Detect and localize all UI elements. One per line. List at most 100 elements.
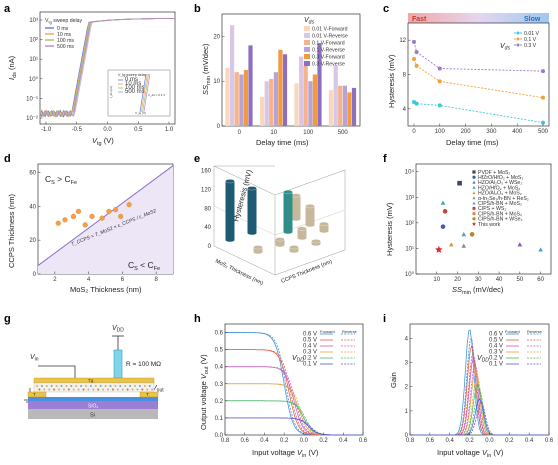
h-y-tick-label: 0.5	[215, 348, 224, 354]
load-resistor	[113, 349, 123, 379]
legend-label: 0.3 V	[303, 350, 317, 356]
lattice-atom	[65, 385, 68, 387]
lattice-atom	[143, 385, 146, 387]
lattice-atom	[87, 388, 90, 391]
vdd-label: VDD	[112, 325, 124, 334]
f-y-tick-label: 10²	[405, 221, 414, 227]
panel-h-xlabel: Input voltage Vin (V)	[252, 448, 319, 459]
panel-letter-a: a	[4, 3, 11, 15]
d-x-tick-label: 6	[121, 277, 125, 283]
d-x-tick-label: 4	[87, 277, 91, 283]
data-point	[442, 209, 448, 214]
data-point	[541, 69, 545, 74]
inset-ylabel: I_ds (nA)	[109, 86, 113, 98]
cylinder-cap	[225, 179, 235, 184]
a-x-tick-label: 0.0	[103, 127, 112, 133]
a-y-tick-label: 10⁻²	[26, 116, 38, 122]
legend-label: 0.01 V	[524, 31, 540, 37]
bar	[259, 96, 265, 126]
panel-letter-c: c	[383, 3, 389, 15]
d-y-tick-label: 0	[33, 272, 37, 278]
cylinder-cap	[289, 245, 299, 250]
panel-letter-d: d	[4, 153, 11, 165]
panel-c: c Fast Slow Vds 0.01 V0.1 V0.3 V 12 8 4 0 1…	[383, 3, 550, 147]
panel-i-frame	[409, 323, 550, 436]
legend-marker	[472, 206, 476, 210]
panel-c-lines	[412, 39, 545, 125]
d-y-tick-label: 20	[29, 238, 36, 244]
lattice-atom	[67, 388, 70, 391]
legend-label: 0.2 V	[489, 356, 503, 362]
panel-letter-h: h	[194, 313, 201, 325]
data-point	[437, 79, 442, 84]
panel-i: i Forward Reverse VDD 0.6 V0.5 V0.4 V0.3…	[383, 313, 554, 459]
e-z-tick-label: 120	[201, 188, 212, 194]
bar	[347, 92, 352, 126]
e-z-tick-label: 0	[208, 244, 212, 250]
tg-label: Tg	[88, 378, 94, 383]
data-point	[461, 243, 467, 248]
h-x-tick-label: 0.2	[319, 438, 328, 444]
legend-label: 0.2 V	[303, 356, 317, 362]
bar	[230, 25, 235, 127]
inset-note: V_ds = 0.1 V	[148, 93, 165, 97]
transfer-curve	[39, 18, 175, 118]
h-x-tick-label: 0.8	[221, 438, 230, 444]
c-x-tick-label: 0	[412, 129, 416, 135]
a-y-tick-label: 10³	[29, 18, 38, 24]
cylinder-cap	[311, 239, 321, 244]
legend-label: 0.5 V	[303, 338, 317, 344]
lattice-atom	[131, 388, 134, 391]
c-y-tick-label: 8	[403, 73, 407, 79]
panel-i-xlabel: Input voltage Vin (V)	[437, 448, 504, 459]
c-y-tick-label: 12	[399, 38, 406, 44]
lattice-atom	[92, 388, 95, 391]
h-legend-reverse: Reverse	[342, 329, 358, 334]
data-point	[414, 63, 419, 68]
lattice-atom	[62, 388, 65, 391]
device-stack: Tg T T SiO₂ Si	[27, 377, 159, 419]
i-x-tick-label: 0.2	[505, 438, 514, 444]
lattice-atom	[60, 385, 63, 387]
legend-swatch	[304, 47, 310, 52]
top-gate	[33, 377, 155, 384]
legend-label: 0.4 V	[489, 344, 503, 350]
a-y-tick-label: 10²	[29, 38, 38, 44]
i-x-tick-label: 0.6	[426, 438, 435, 444]
boundary-line	[37, 165, 174, 266]
i-x-tick-label: 0.6	[545, 438, 554, 444]
panel-d-points	[55, 202, 132, 228]
bar	[351, 87, 357, 126]
legend-label: CIPS/h-BN + MoS₂	[478, 211, 522, 217]
lattice-atom	[119, 385, 122, 387]
legend-label: CIPS/h-BN + WSe₂	[478, 217, 523, 223]
transfer-curve	[225, 332, 363, 436]
cylinder-cap	[253, 245, 263, 250]
f-y-tick-label: 10³	[405, 195, 414, 201]
lattice-atom	[121, 388, 124, 391]
legend-label: 0.6 V	[303, 332, 317, 338]
data-point	[440, 224, 446, 229]
a-x-tick-label: -1.0	[41, 127, 52, 133]
legend-label: 0.3 V	[524, 43, 537, 49]
legend-label: 0 ms	[57, 26, 69, 32]
panel-i-ylabel: Gain	[389, 372, 398, 388]
legend-label: 0.1 V	[303, 362, 317, 368]
c-x-tick-label: 200	[461, 129, 472, 135]
panel-c-legend: 0.01 V0.1 V0.3 V	[514, 31, 540, 49]
bar	[303, 65, 308, 126]
lattice-atom	[99, 385, 102, 387]
lattice-atom	[36, 385, 38, 387]
h-x-tick-label: 0.4	[339, 438, 348, 444]
f-x-tick-label: 30	[475, 277, 482, 283]
panel-h-curves	[225, 332, 363, 436]
panel-b-bars	[225, 25, 357, 127]
legend-label: 0.3 V-Reverse	[312, 62, 345, 68]
lower-region-label: CS < CFe	[128, 260, 160, 272]
panel-f-points	[435, 180, 543, 253]
d-x-tick-label: 2	[53, 277, 57, 283]
data-point	[55, 220, 61, 226]
lattice-atom	[82, 388, 85, 391]
inset-legend-label: 0 ms	[125, 77, 138, 83]
